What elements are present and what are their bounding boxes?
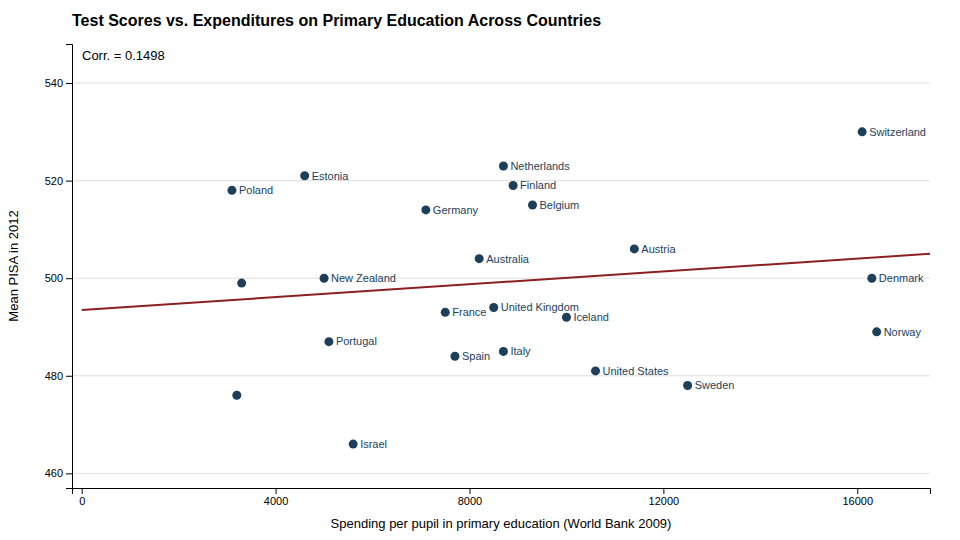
point-label: Estonia	[312, 170, 350, 182]
point	[683, 381, 692, 390]
point-label: Poland	[239, 184, 273, 196]
point-label: Finland	[520, 179, 556, 191]
tick-label: 4000	[264, 495, 288, 507]
tick: 0	[79, 488, 85, 507]
tick-label: 480	[45, 370, 63, 382]
axis-line	[73, 489, 931, 495]
point	[858, 127, 867, 136]
tick-label: 520	[45, 175, 63, 187]
point	[867, 274, 876, 283]
point	[237, 279, 246, 288]
point-label: Iceland	[573, 311, 608, 323]
point	[349, 440, 358, 449]
tick: 520	[45, 175, 72, 187]
point-label: Germany	[433, 204, 479, 216]
marks	[82, 127, 930, 448]
axis-line	[66, 45, 73, 489]
grid-line	[72, 375, 930, 376]
tick-mark	[66, 83, 72, 84]
tick: 460	[45, 467, 72, 479]
point-label: New Zealand	[331, 272, 396, 284]
tick-mark	[66, 278, 72, 279]
chart: 0 4000 8000 12000 16000 460 480 500 520 540 Switze…	[0, 0, 960, 540]
point	[421, 205, 430, 214]
point-label: United States	[603, 365, 670, 377]
grid-line	[72, 473, 930, 474]
point	[872, 327, 881, 336]
tick-mark	[66, 181, 72, 182]
point	[499, 347, 508, 356]
tick: 16000	[842, 488, 873, 507]
tick-label: 0	[79, 495, 85, 507]
grid-line	[72, 278, 930, 279]
annotation: Corr. = 0.1498	[82, 48, 165, 63]
point-label: Netherlands	[510, 160, 570, 172]
tick: 540	[45, 77, 72, 89]
point	[232, 391, 241, 400]
tick-mark	[276, 488, 277, 494]
point-label: Sweden	[695, 379, 735, 391]
grid-line	[72, 83, 930, 84]
point	[227, 186, 236, 195]
x-axis: 0 4000 8000 12000 16000	[73, 488, 931, 507]
grid	[72, 83, 930, 473]
point	[630, 244, 639, 253]
tick: 12000	[649, 488, 680, 507]
point-labels: Switzerland Estonia Poland Netherlands Finla…	[239, 126, 926, 450]
point-label: Austria	[641, 243, 676, 255]
point	[528, 201, 537, 210]
tick-mark	[857, 488, 858, 494]
point	[591, 366, 600, 375]
tick-label: 460	[45, 467, 63, 479]
x-axis-title: Spending per pupil in primary education …	[331, 516, 672, 531]
title: Test Scores vs. Expenditures on Primary …	[72, 12, 601, 29]
grid-line	[72, 180, 930, 181]
point	[324, 337, 333, 346]
tick: 480	[45, 370, 72, 382]
plot: 0 4000 8000 12000 16000 460 480 500 520 540 Switze…	[45, 45, 931, 507]
tick-label: 500	[45, 272, 63, 284]
tick-mark	[66, 473, 72, 474]
point	[320, 274, 329, 283]
tick: 4000	[264, 488, 288, 507]
point-label: Portugal	[336, 335, 377, 347]
point-label: Australia	[486, 253, 530, 265]
tick-label: 540	[45, 77, 63, 89]
tick-label: 8000	[458, 495, 482, 507]
tick-mark	[66, 376, 72, 377]
point-label: Norway	[884, 326, 922, 338]
y-axis: 460 480 500 520 540	[45, 45, 73, 489]
point-label: Denmark	[879, 272, 924, 284]
point-label: United Kingdom	[501, 301, 579, 313]
point	[562, 313, 571, 322]
point	[450, 352, 459, 361]
tick-label: 12000	[649, 495, 680, 507]
y-axis-title: Mean PISA in 2012	[6, 210, 21, 321]
point-label: Israel	[360, 438, 387, 450]
point	[441, 308, 450, 317]
point-label: Switzerland	[869, 126, 926, 138]
tick: 500	[45, 272, 72, 284]
tick: 8000	[458, 488, 482, 507]
point-label: Italy	[510, 345, 531, 357]
point	[489, 303, 498, 312]
point-label: France	[452, 306, 486, 318]
point	[499, 161, 508, 170]
tick-label: 16000	[842, 495, 873, 507]
point-label: Spain	[462, 350, 490, 362]
tick-mark	[469, 488, 470, 494]
point	[509, 181, 518, 190]
point	[300, 171, 309, 180]
point	[475, 254, 484, 263]
tick-mark	[82, 488, 83, 494]
point-label: Belgium	[540, 199, 580, 211]
tick-mark	[663, 488, 664, 494]
